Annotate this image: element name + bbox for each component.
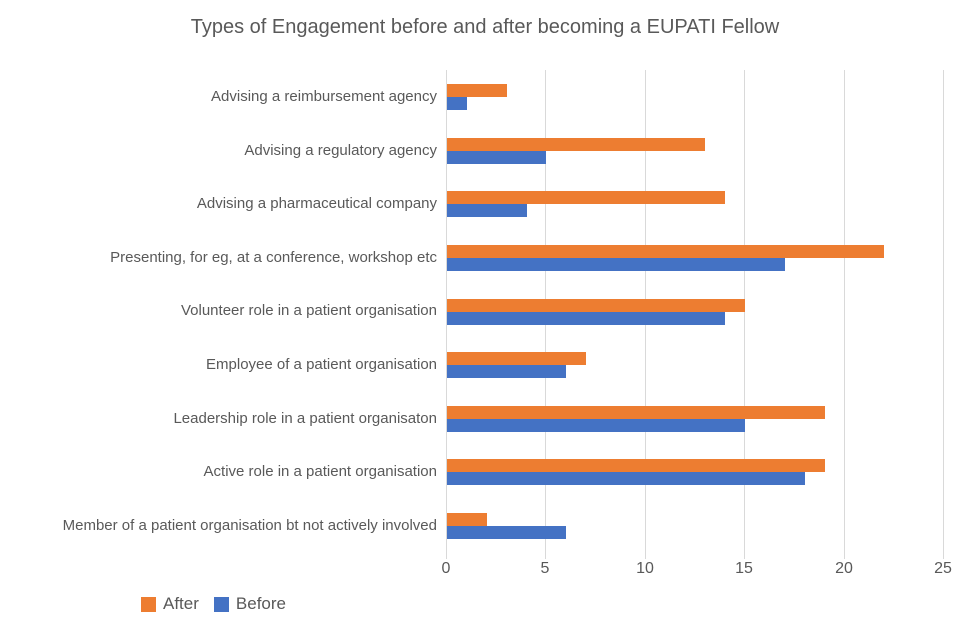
gridline-20 <box>844 70 845 559</box>
bar-after-4 <box>447 299 745 312</box>
bar-before-6 <box>447 419 745 432</box>
category-label-8: Member of a patient organisation bt not … <box>62 517 437 534</box>
x-tick-label-15: 15 <box>735 560 753 577</box>
legend-swatch-before <box>213 596 229 612</box>
x-tick-label-25: 25 <box>934 560 952 577</box>
category-label-1: Advising a regulatory agency <box>244 142 437 159</box>
legend-swatch-after <box>141 596 156 612</box>
category-label-4: Volunteer role in a patient organisation <box>180 302 437 319</box>
gridline-0 <box>446 70 447 559</box>
category-label-0: Advising a reimbursement agency <box>211 88 437 105</box>
bar-before-1 <box>447 151 546 164</box>
bar-after-2 <box>447 191 725 204</box>
legend-label-before: Before <box>235 594 286 613</box>
category-label-3: Presenting, for eg, at a conference, wor… <box>110 249 437 266</box>
category-label-6: Leadership role in a patient organisaton <box>173 410 437 427</box>
bar-before-4 <box>447 312 725 325</box>
x-tick-label-10: 10 <box>636 560 654 577</box>
bar-before-7 <box>447 472 805 485</box>
plot-area <box>446 70 944 559</box>
gridline-15 <box>744 70 745 559</box>
legend-item-before: Before <box>213 594 286 614</box>
x-tick-label-5: 5 <box>540 560 550 577</box>
bar-after-6 <box>447 406 825 419</box>
bar-after-3 <box>447 245 884 258</box>
category-label-7: Active role in a patient organisation <box>203 463 437 480</box>
bar-before-8 <box>447 526 566 539</box>
bar-before-3 <box>447 258 785 271</box>
legend: After Before <box>141 594 286 614</box>
legend-item-after: After <box>141 594 199 614</box>
x-tick-label-0: 0 <box>441 560 451 577</box>
gridline-25 <box>943 70 944 559</box>
bar-after-1 <box>447 138 705 151</box>
category-label-5: Employee of a patient organisation <box>206 356 437 373</box>
legend-label-after: After <box>163 594 199 613</box>
bar-after-5 <box>447 352 586 365</box>
category-label-2: Advising a pharmaceutical company <box>196 195 437 212</box>
x-tick-label-20: 20 <box>835 560 853 577</box>
bar-after-7 <box>447 459 825 472</box>
chart-title: Types of Engagement before and after bec… <box>190 16 780 38</box>
bar-after-8 <box>447 513 487 526</box>
bar-before-5 <box>447 365 566 378</box>
bar-after-0 <box>447 84 507 97</box>
bar-before-2 <box>447 204 527 217</box>
bar-before-0 <box>447 97 467 110</box>
